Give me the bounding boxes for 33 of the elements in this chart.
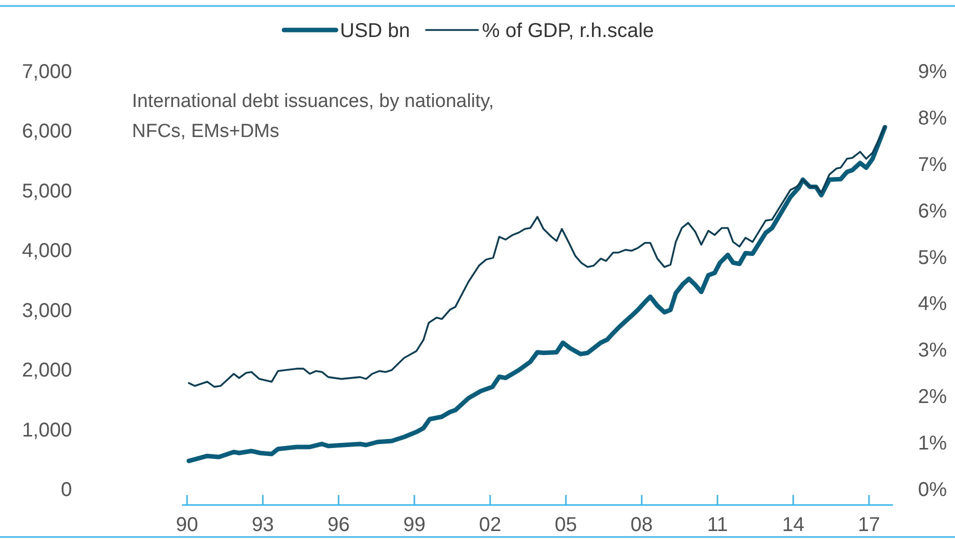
y2-tick-label: 4%: [918, 293, 948, 316]
x-tick-label: 93: [252, 514, 274, 536]
y2-tick-label: 0%: [918, 479, 948, 501]
y-tick-label: 3,000: [22, 300, 72, 322]
y2-tick-label: 1%: [918, 432, 948, 455]
y2-tick-label: 8%: [918, 107, 948, 130]
x-tick-label: 99: [403, 514, 426, 536]
y2-tick-label: 3%: [918, 340, 948, 362]
x-tick-label: 17: [858, 514, 880, 536]
y-tick-label: 7,000: [22, 61, 72, 83]
y2-tick-label: 2%: [918, 386, 948, 408]
y2-tick-label: 7%: [918, 154, 948, 176]
y2-tick-label: 5%: [918, 246, 948, 269]
y2-tick-label: 9%: [918, 61, 948, 83]
y2-tick-label: 6%: [918, 200, 948, 222]
y-tick-label: 6,000: [22, 120, 72, 143]
x-tick-label: 08: [630, 514, 653, 536]
y-tick-label: 0: [60, 479, 72, 501]
x-tick-label: 90: [176, 514, 198, 536]
x-tick-label: 14: [782, 514, 804, 536]
x-tick-label: 05: [554, 514, 578, 536]
y-tick-label: 1,000: [22, 419, 72, 442]
x-tick-label: 02: [479, 514, 502, 536]
y-tick-label: 4,000: [22, 240, 72, 262]
line-series: [188, 126, 886, 388]
legend-label: % of GDP, r.h.scale: [482, 20, 654, 42]
line-series: [186, 124, 888, 464]
y-tick-label: 2,000: [22, 360, 72, 382]
y-tick-label: 5,000: [22, 180, 72, 202]
annotation: International debt issuances, by nationality, NFCs, EMs+DMs: [132, 91, 494, 142]
x-tick-label: 11: [707, 514, 728, 536]
legend-label: USD bn: [340, 20, 410, 42]
x-tick-label: 96: [327, 514, 350, 536]
